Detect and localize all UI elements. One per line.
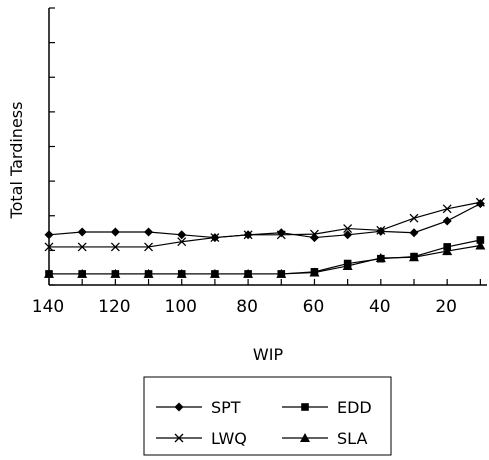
- data-point-lwq: [442, 204, 452, 214]
- legend-label: LWQ: [211, 429, 247, 448]
- data-point-sla: [276, 268, 287, 278]
- data-point-lwq: [376, 225, 386, 235]
- data-point-lwq: [77, 242, 87, 252]
- legend-marker-lwq: [174, 433, 184, 443]
- data-point-spt: [77, 227, 87, 237]
- x-tick-label: 140: [32, 297, 64, 317]
- legend-item-spt: SPT: [156, 398, 241, 417]
- data-point-lwq: [110, 242, 120, 252]
- legend-item-sla: SLA: [282, 429, 367, 448]
- data-point-lwq: [44, 242, 54, 252]
- data-point-lwq: [343, 224, 353, 234]
- data-point-sla: [442, 246, 453, 256]
- data-point-lwq: [243, 230, 253, 240]
- data-point-sla: [309, 267, 320, 277]
- x-tick-labels: 140 120 100 80 60 40 20: [32, 297, 457, 317]
- x-tick-label: 100: [165, 297, 197, 317]
- data-point-spt: [309, 233, 319, 243]
- data-point-lwq: [276, 230, 286, 240]
- data-point-spt: [475, 199, 485, 209]
- series-layer: [44, 197, 486, 278]
- data-point-sla: [375, 252, 386, 262]
- data-point-sla: [209, 268, 220, 278]
- x-axis-title: WIP: [253, 345, 284, 364]
- data-point-spt: [110, 227, 120, 237]
- data-point-lwq: [409, 213, 419, 223]
- data-point-lwq: [309, 229, 319, 239]
- data-point-edd: [476, 236, 485, 244]
- data-point-sla: [243, 268, 254, 278]
- legend-box: [143, 376, 392, 456]
- data-point-spt: [177, 230, 187, 240]
- data-point-sla: [342, 260, 353, 270]
- legend-label: SLA: [337, 429, 367, 448]
- x-tick-label: 20: [435, 297, 457, 317]
- data-point-spt: [343, 230, 353, 240]
- data-point-sla: [409, 252, 419, 262]
- data-point-sla: [110, 268, 121, 278]
- data-point-sla: [44, 268, 54, 278]
- legend-item-lwq: LWQ: [156, 429, 247, 448]
- data-point-lwq: [177, 237, 187, 247]
- y-axis-title: Total Tardiness: [7, 102, 26, 220]
- data-point-sla: [77, 268, 88, 278]
- series-line-lwq: [49, 201, 481, 248]
- data-point-sla: [475, 240, 486, 250]
- x-tick-label: 120: [98, 297, 130, 317]
- x-tick-label: 80: [236, 297, 258, 317]
- legend-marker-sla: [300, 433, 310, 442]
- data-point-spt: [442, 216, 452, 226]
- data-point-lwq: [210, 233, 220, 243]
- series-spt: [44, 199, 485, 243]
- data-point-lwq: [475, 197, 485, 207]
- data-point-spt: [144, 227, 154, 237]
- data-point-sla: [176, 268, 187, 278]
- legend-label: EDD: [337, 398, 372, 417]
- series-lwq: [44, 197, 485, 252]
- data-point-spt: [44, 230, 54, 240]
- series-line-spt: [48, 203, 481, 239]
- legend-item-edd: EDD: [282, 398, 372, 417]
- data-point-spt: [276, 228, 286, 238]
- legend: SPT EDD LWQ SLA: [143, 376, 392, 456]
- axes: [48, 7, 487, 286]
- x-tick-label: 40: [369, 297, 391, 317]
- data-point-spt: [409, 228, 419, 238]
- legend-marker-spt: [174, 402, 184, 412]
- x-tick-label: 60: [303, 297, 325, 317]
- legend-marker-edd: [301, 403, 309, 411]
- data-point-lwq: [144, 242, 154, 252]
- data-point-sla: [143, 268, 154, 278]
- data-point-spt: [376, 226, 386, 236]
- legend-label: SPT: [211, 398, 241, 417]
- series-line-sla: [49, 244, 481, 275]
- series-sla: [44, 240, 486, 278]
